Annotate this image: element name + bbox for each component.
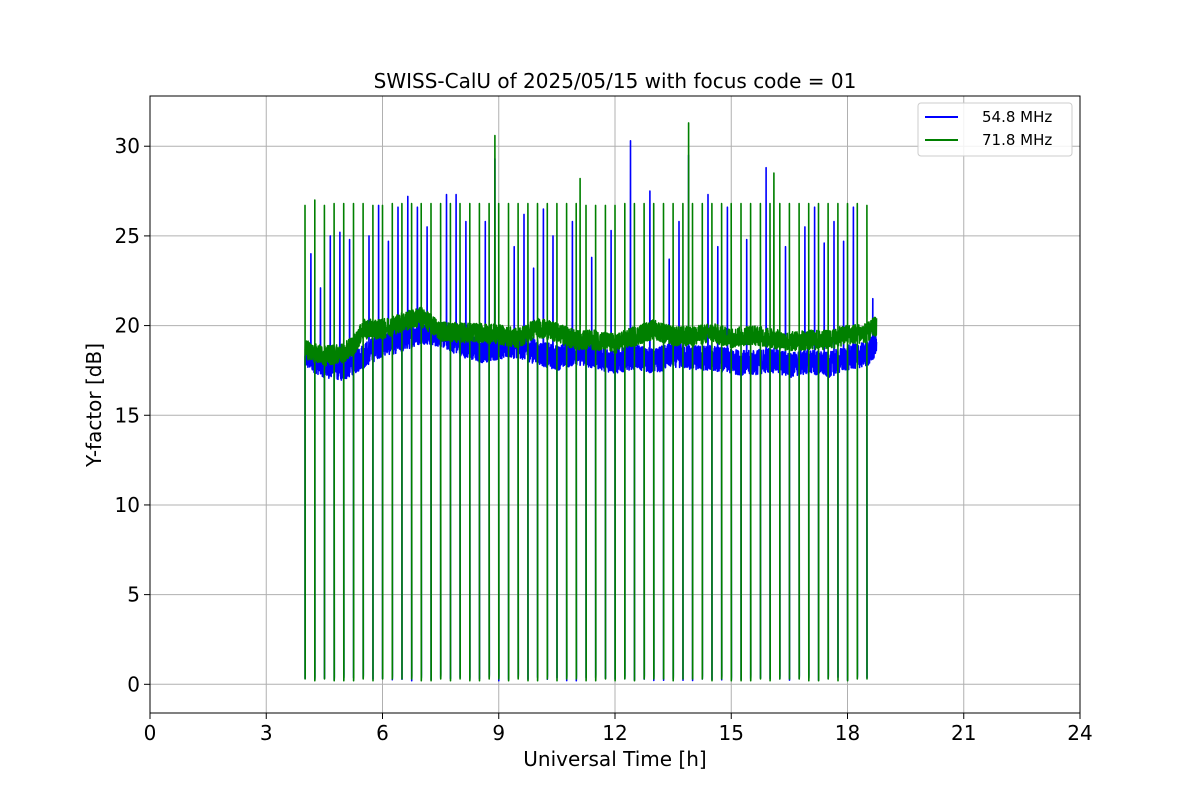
x-axis: 0 3 6 9 12 15 18 21 24 xyxy=(144,713,1093,745)
series-layer xyxy=(304,122,878,682)
x-tick-label: 21 xyxy=(951,721,976,745)
y-axis: 0 5 10 15 20 25 30 xyxy=(115,134,150,696)
series-line-71-8-mhz xyxy=(304,122,878,682)
y-tick-label: 0 xyxy=(127,672,140,696)
x-axis-label: Universal Time [h] xyxy=(523,747,706,771)
x-tick-label: 24 xyxy=(1067,721,1092,745)
y-tick-label: 10 xyxy=(115,493,140,517)
x-tick-label: 6 xyxy=(376,721,389,745)
y-tick-label: 25 xyxy=(115,224,140,248)
x-tick-label: 3 xyxy=(260,721,273,745)
y-tick-label: 20 xyxy=(115,314,140,338)
x-tick-label: 12 xyxy=(602,721,627,745)
legend-label-71-8-mhz: 71.8 MHz xyxy=(982,131,1052,149)
x-tick-label: 9 xyxy=(492,721,505,745)
y-axis-label: Y-factor [dB] xyxy=(82,343,106,468)
y-tick-label: 30 xyxy=(115,134,140,158)
x-tick-label: 0 xyxy=(144,721,157,745)
legend: 54.8 MHz 71.8 MHz xyxy=(917,102,1073,157)
chart-title: SWISS-CalU of 2025/05/15 with focus code… xyxy=(374,69,857,93)
x-tick-label: 15 xyxy=(719,721,744,745)
x-tick-label: 18 xyxy=(835,721,860,745)
y-tick-label: 15 xyxy=(115,403,140,427)
legend-label-54-8-mhz: 54.8 MHz xyxy=(982,108,1052,126)
y-tick-label: 5 xyxy=(127,583,140,607)
